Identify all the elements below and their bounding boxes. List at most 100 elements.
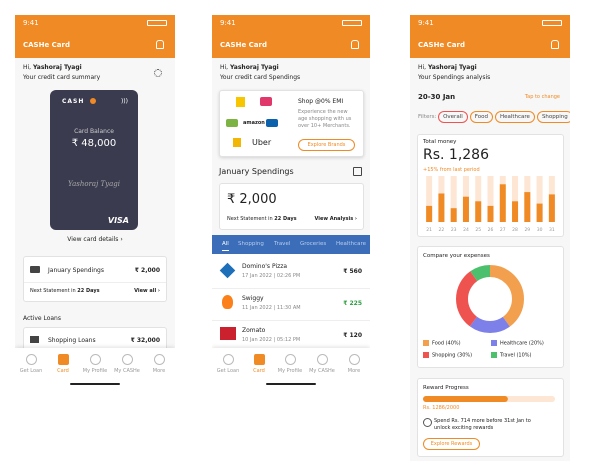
filter-pill[interactable]: Shopping [536,111,570,123]
header-title: CASHe Card [418,41,465,49]
credit-card[interactable]: CASH ))) Card Balance ₹ 48,000 Yashoraj … [50,90,138,230]
loans-title: Active Loans [23,315,61,322]
explore-brands-button[interactable]: Explore Brands [298,139,355,151]
note-days: 22 Days [77,288,100,294]
nav-label[interactable]: My CASHe [114,368,140,374]
user-name: Yashoraj Tyagi [428,64,477,71]
reward-card: Reward Progress Rs. 1286/2000 Spend Rs. … [417,378,564,457]
view-details-text[interactable]: View card details [67,236,119,243]
user-name: Yashoraj Tyagi [33,64,82,71]
nav-label[interactable]: Card [253,368,265,374]
bell-icon[interactable] [351,40,359,49]
x-tick-label: 29 [524,227,530,233]
nav-label[interactable]: Card [57,368,69,374]
settings-icon[interactable] [154,69,162,77]
transaction[interactable]: Swiggy 11 Jan 2022 | 11:30 AM ₹ 225 [212,290,370,321]
battery [342,20,362,26]
x-tick-label: 21 [426,227,432,233]
home-indicator [266,383,316,385]
tab[interactable]: All [222,241,229,251]
filter-pill[interactable]: Overall [438,111,468,123]
x-tick-label: 25 [475,227,481,233]
nav-item[interactable]: My CASHe [111,354,143,374]
change-range-link[interactable]: Tap to change [524,94,560,100]
bar [524,192,531,222]
transaction[interactable]: Domino's Pizza 17 Jan 2022 | 02:26 PM ₹ … [212,258,370,289]
bar [487,205,494,222]
spendings-screen: 9:41 CASHe Card Hi, Yashoraj Tyagi Your … [212,15,370,390]
nav-label[interactable]: More [347,368,361,374]
bell-icon[interactable] [156,40,164,49]
legend-item: Healthcare (20%) [491,340,559,347]
view-all-link[interactable]: View all › [134,288,160,294]
view-all-text[interactable]: View all [134,288,157,294]
nav-item[interactable]: My Profile [274,354,306,374]
nav-item[interactable]: More [338,354,370,374]
view-analysis-text[interactable]: View Analysis [314,216,354,222]
tab[interactable]: Healthcare [336,241,366,247]
donut-segment [456,265,524,333]
loan-amount: ₹ 32,000 [130,337,160,344]
bar [438,193,445,222]
nav-item[interactable]: More [143,354,175,374]
transaction-date: 10 Jan 2022 | 05:12 PM [242,337,301,343]
nav-item[interactable]: Get Loan [212,354,244,374]
tab[interactable]: Groceries [300,241,327,247]
calendar-icon[interactable] [353,167,362,176]
brand-dot [90,98,96,104]
nav-item[interactable]: Card [47,354,79,374]
nav-label[interactable]: My Profile [277,368,303,374]
nav-item[interactable]: My Profile [79,354,111,374]
greeting-prefix: Hi, [220,64,229,71]
nfc-icon: ))) [120,98,128,105]
filter-pill[interactable]: Food [469,111,493,123]
greeting-prefix: Hi, [23,64,32,71]
transaction[interactable]: Zomato 10 Jan 2022 | 05:12 PM ₹ 120 [212,322,370,352]
bell-icon[interactable] [551,40,559,49]
legend-item: Travel (10%) [491,351,559,358]
compare-title: Compare your expenses [423,253,490,259]
card-icon [30,266,40,273]
statement-note: Next Statement in 22 Days [227,216,297,222]
bar [426,205,433,222]
nav-label[interactable]: My CASHe [309,368,335,374]
nav-label[interactable]: My Profile [82,368,108,374]
transaction-date: 17 Jan 2022 | 02:26 PM [242,273,301,279]
bar-background [426,176,433,222]
nav-item[interactable]: Card [243,354,275,374]
cart-icon [30,336,39,343]
x-tick-label: 27 [500,227,506,233]
bottom-nav: Get Loan Card My Profile My CASHe More [15,348,175,390]
view-card-details[interactable]: View card details › [67,236,123,243]
spendings-card[interactable]: January Spendings ₹ 2,000 Next Statement… [23,256,167,302]
spendings-amount: ₹ 2,000 [134,267,160,274]
battery [147,20,167,26]
merchant-logo [220,327,236,340]
tab[interactable]: Shopping [238,241,264,247]
status-time: 9:41 [220,19,236,27]
bottom-nav: Get Loan Card My Profile My CASHe More [212,348,370,390]
total-label: Total money [423,139,457,145]
tab[interactable]: Travel [274,241,291,247]
brand-name: Uber [252,138,272,147]
nav-item[interactable]: My CASHe [306,354,338,374]
card-network: VISA [107,216,129,225]
progress-bar [423,396,555,402]
balance: ₹ 48,000 [71,138,117,149]
brand-name: amazon [243,120,265,126]
date-range: 20-30 Jan [418,93,456,101]
filter-pill[interactable]: Healthcare [494,111,535,123]
brand-logo [266,119,278,127]
bar [512,201,519,222]
bar-background [487,176,494,222]
transaction-list: Domino's Pizza 17 Jan 2022 | 02:26 PM ₹ … [212,254,370,354]
nav-label[interactable]: Get Loan [216,368,240,374]
legend-swatch [491,351,497,358]
greeting: Hi, Yashoraj Tyagi [23,64,82,71]
explore-rewards-button[interactable]: Explore Rewards [423,438,480,450]
view-analysis-link[interactable]: View Analysis › [314,216,357,222]
merchant-name: Swiggy [242,295,264,302]
nav-item[interactable]: Get Loan [15,354,47,374]
nav-label[interactable]: Get Loan [19,368,43,374]
nav-label[interactable]: More [152,368,166,374]
